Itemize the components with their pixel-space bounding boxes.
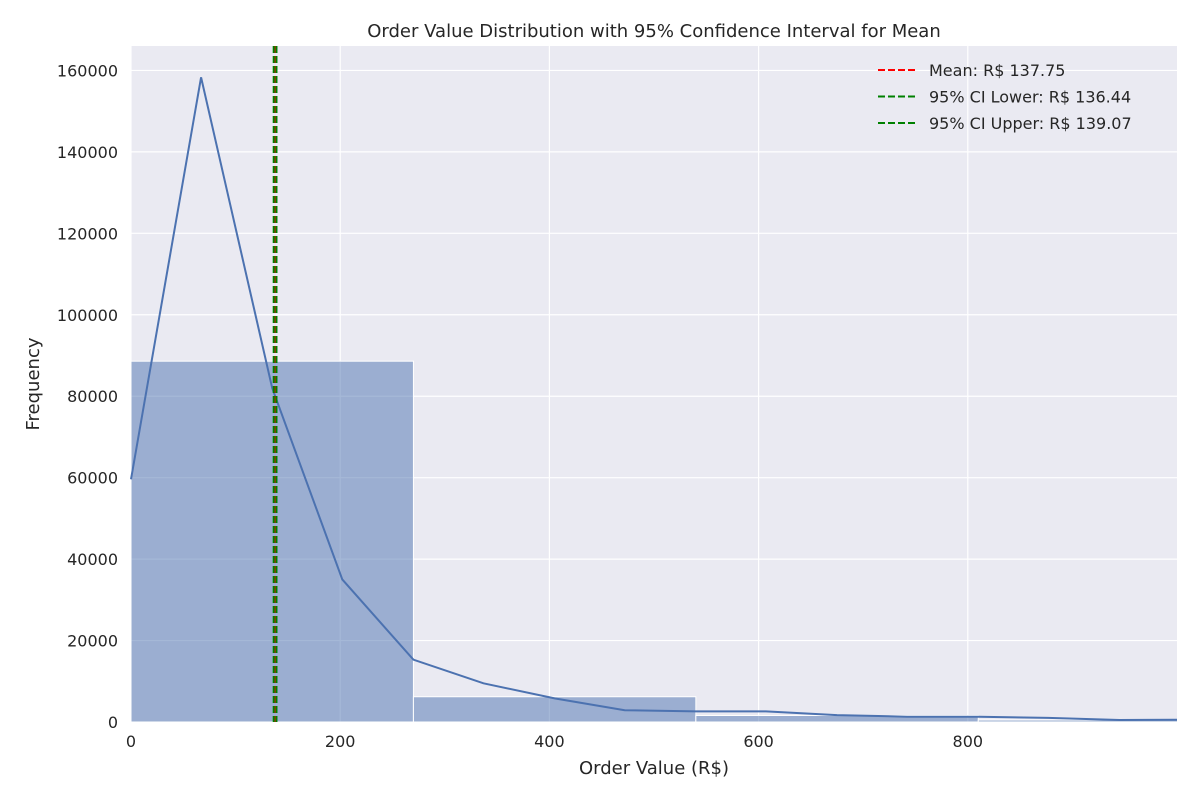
kde-line-group: [130, 77, 1178, 721]
histogram-bar: [131, 360, 414, 722]
x-tick-label: 600: [743, 732, 774, 751]
y-tick-label: 40000: [67, 550, 118, 569]
y-tick-label: 80000: [67, 387, 118, 406]
histogram-bar: [412, 696, 697, 722]
y-axis-label: Frequency: [23, 337, 44, 430]
tick-labels: 0 200 400 600 800 0 20000 40000 60000 80000 100000…: [57, 61, 983, 751]
x-tick-label: 800: [953, 732, 984, 751]
legend-label: Mean: R$ 137.75: [929, 61, 1065, 80]
y-tick-label: 140000: [57, 143, 118, 162]
x-tick-label: 0: [126, 732, 136, 751]
reference-lines: [272, 46, 278, 722]
y-tick-label: 160000: [57, 61, 118, 80]
legend-label: 95% CI Lower: R$ 136.44: [929, 88, 1131, 107]
kde-line: [130, 77, 1178, 721]
x-tick-label: 200: [325, 732, 356, 751]
y-tick-label: 20000: [67, 632, 118, 651]
histogram-bars: [131, 360, 1177, 722]
y-tick-label: 60000: [67, 469, 118, 488]
y-tick-label: 0: [108, 713, 118, 732]
x-tick-label: 400: [534, 732, 565, 751]
x-axis-label: Order Value (R$): [579, 758, 729, 779]
y-tick-label: 100000: [57, 306, 118, 325]
legend: Mean: R$ 137.75 95% CI Lower: R$ 136.44 95…: [878, 61, 1132, 133]
legend-label: 95% CI Upper: R$ 139.07: [929, 114, 1132, 133]
y-tick-label: 120000: [57, 224, 118, 243]
chart-title: Order Value Distribution with 95% Confid…: [367, 21, 941, 42]
